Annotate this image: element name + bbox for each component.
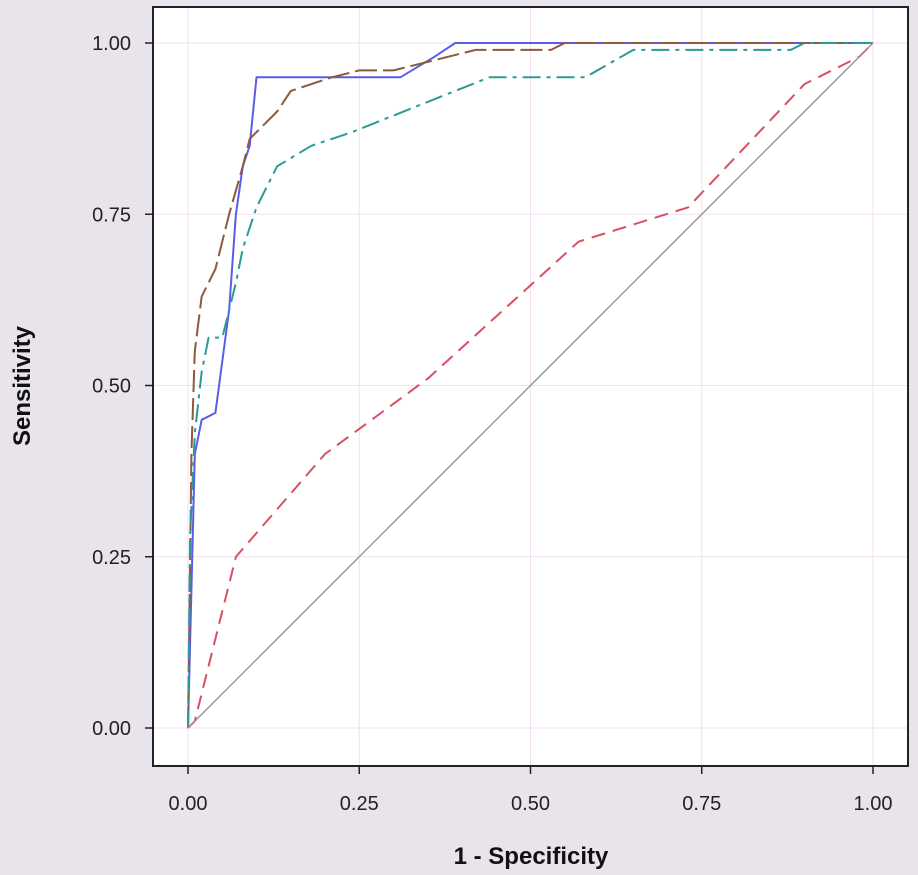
x-axis-title: 1 - Specificity	[454, 843, 609, 870]
roc-curve-1	[187, 42, 873, 729]
x-tick-label: 0.25	[340, 793, 379, 815]
y-axis-title: Sensitivity	[9, 325, 36, 446]
roc-curve-2	[187, 42, 873, 729]
x-axis: 0.00 0.25 0.50 0.75 1.00	[169, 766, 893, 815]
x-tick-label: 0.75	[682, 793, 721, 815]
roc-curve-3	[187, 42, 873, 729]
x-tick-label: 0.00	[169, 793, 208, 815]
series-layer	[187, 42, 874, 729]
x-tick-label: 0.50	[511, 793, 550, 815]
roc-curve-4	[187, 42, 874, 729]
roc-curve-5	[187, 42, 874, 729]
y-tick-label: 0.25	[92, 547, 131, 569]
y-axis: 0.00 0.25 0.50 0.75 1.00	[92, 33, 153, 740]
y-tick-label: 0.00	[92, 718, 131, 740]
y-tick-label: 0.50	[92, 376, 131, 398]
y-tick-label: 0.75	[92, 204, 131, 226]
x-tick-label: 1.00	[854, 793, 893, 815]
y-tick-label: 1.00	[92, 33, 131, 55]
